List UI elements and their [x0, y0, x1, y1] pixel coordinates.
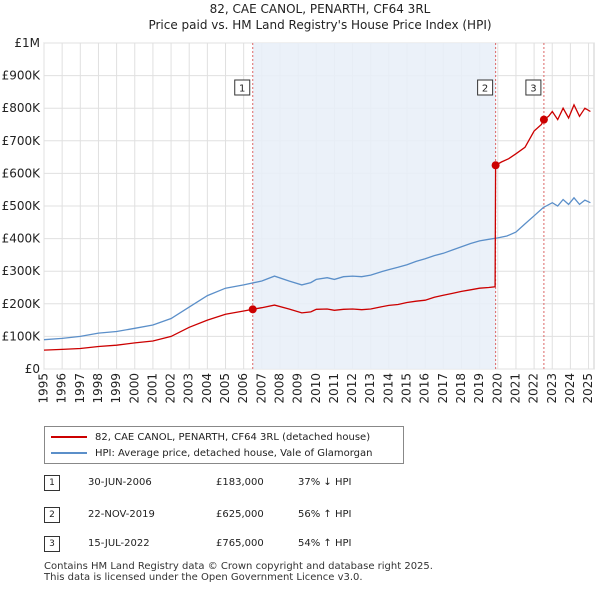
y-tick-label: £500K	[2, 199, 42, 213]
marker-1-box	[234, 79, 251, 96]
transaction-price: £765,000	[216, 538, 264, 549]
x-tick-label: 2002	[164, 373, 178, 404]
x-tick-label: 2018	[454, 373, 468, 404]
sale-point-2	[491, 161, 500, 170]
y-tick-label: £300K	[2, 264, 42, 278]
x-tick-label: 2021	[508, 373, 522, 404]
price-chart: 82, CAE CANOL, PENARTH, CF64 3RL Price p…	[2, 2, 595, 404]
transaction-date: 30-JUN-2006	[88, 477, 152, 488]
x-tick-label: 2019	[472, 373, 486, 404]
legend-swatch-hpi	[51, 452, 87, 454]
x-tick-label: 2012	[345, 373, 359, 404]
table-row: 2 22-NOV-2019 £625,000 56% ↑ HPI	[44, 507, 464, 525]
footer-copyright: Contains HM Land Registry data © Crown c…	[44, 561, 433, 572]
x-tick-label: 2017	[436, 373, 450, 404]
marker-2-box	[477, 79, 494, 96]
y-tick-label: £700K	[2, 134, 42, 148]
x-tick-label: 2000	[127, 373, 141, 404]
x-tick-label: 1999	[109, 373, 123, 404]
table-row: 1 30-JUN-2006 £183,000 37% ↓ HPI	[44, 475, 464, 493]
y-tick-label: £200K	[2, 297, 42, 311]
legend-item-property: 82, CAE CANOL, PENARTH, CF64 3RL (detach…	[51, 430, 370, 444]
x-tick-label: 2013	[363, 373, 377, 404]
marker-3-box	[525, 79, 542, 96]
footer-licence: This data is licensed under the Open Gov…	[44, 572, 363, 583]
hpi-line	[43, 196, 591, 341]
x-tick-label: 2010	[309, 373, 323, 404]
x-tick-label: 2008	[272, 373, 286, 404]
sale-point-1	[248, 305, 257, 314]
sale-point-3	[539, 115, 548, 124]
transaction-date: 22-NOV-2019	[88, 509, 155, 520]
transaction-hpi-change: 54% ↑ HPI	[298, 538, 352, 549]
transaction-price: £183,000	[216, 477, 264, 488]
footer: Contains HM Land Registry data © Crown c…	[44, 561, 433, 583]
y-tick-label: £0	[25, 362, 40, 376]
x-tick-label: 2004	[200, 373, 214, 404]
table-row: 3 15-JUL-2022 £765,000 54% ↑ HPI	[44, 536, 464, 554]
x-tick-label: 2011	[327, 373, 341, 404]
chart-title: 82, CAE CANOL, PENARTH, CF64 3RL	[210, 2, 431, 16]
shaded-ownership-period	[252, 43, 496, 369]
legend-label-hpi: HPI: Average price, detached house, Vale…	[95, 447, 373, 459]
marker-2-label: 2	[482, 84, 488, 95]
legend-item-hpi: HPI: Average price, detached house, Vale…	[51, 446, 373, 460]
x-tick-label: 2006	[236, 373, 250, 404]
transaction-date: 15-JUL-2022	[88, 538, 150, 549]
legend: 82, CAE CANOL, PENARTH, CF64 3RL (detach…	[44, 426, 404, 464]
transaction-hpi-change: 56% ↑ HPI	[298, 509, 352, 520]
x-tick-label: 2014	[381, 373, 395, 404]
y-tick-label: £600K	[2, 166, 42, 180]
x-tick-label: 2022	[527, 373, 541, 404]
x-tick-label: 2003	[182, 373, 196, 404]
transaction-number: 2	[44, 507, 60, 523]
x-tick-label: 2025	[581, 373, 595, 404]
legend-label-property: 82, CAE CANOL, PENARTH, CF64 3RL (detach…	[95, 431, 371, 443]
y-tick-label: £1M	[14, 36, 40, 50]
x-tick-label: 1997	[73, 373, 87, 404]
y-tick-label: £900K	[2, 69, 42, 83]
transaction-hpi-change: 37% ↓ HPI	[298, 477, 352, 488]
x-tick-label: 2001	[145, 373, 159, 404]
y-tick-label: £800K	[2, 101, 42, 115]
transaction-number: 3	[44, 536, 60, 552]
x-tick-label: 1995	[37, 373, 51, 404]
x-tick-label: 2007	[254, 373, 268, 404]
chart-subtitle: Price paid vs. HM Land Registry's House …	[148, 18, 491, 32]
x-tick-label: 2023	[545, 373, 559, 404]
transaction-price: £625,000	[216, 509, 264, 520]
marker-1-label: 1	[239, 84, 245, 95]
marker-3-label: 3	[530, 84, 536, 95]
x-tick-label: 2024	[563, 373, 577, 404]
x-tick-label: 2005	[218, 373, 232, 404]
x-tick-label: 2009	[291, 373, 305, 404]
x-tick-label: 2016	[418, 373, 432, 404]
x-tick-label: 1996	[55, 373, 69, 404]
x-tick-label: 1998	[91, 373, 105, 404]
y-tick-label: £100K	[2, 329, 42, 343]
y-tick-label: £400K	[2, 232, 42, 246]
x-tick-label: 2020	[490, 373, 504, 404]
x-tick-label: 2015	[400, 373, 414, 404]
legend-swatch-property	[51, 436, 87, 438]
transaction-number: 1	[44, 475, 60, 491]
